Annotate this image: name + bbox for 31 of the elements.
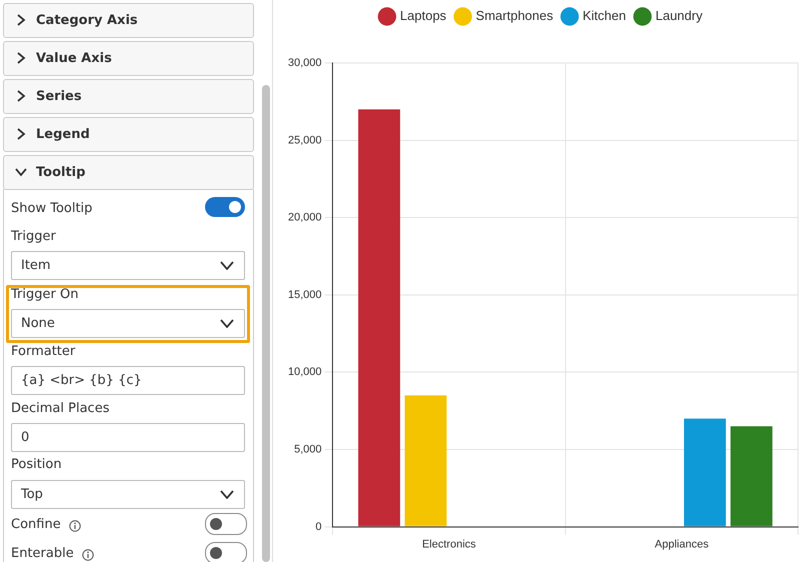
y-tick-label: 15,000 (288, 288, 322, 301)
text: Tooltip (36, 164, 86, 182)
y-tick-label: 30,000 (288, 57, 322, 70)
y-tick-label: 25,000 (288, 134, 322, 146)
text: Top (21, 486, 43, 504)
y-tick-label: 20,000 (288, 212, 322, 224)
x-tick-label: Appliances (654, 538, 710, 550)
text: Category Axis (36, 12, 138, 30)
legend-label: Kitchen (582, 8, 626, 24)
y-tick-label: 5,000 (294, 444, 322, 456)
y-tick-label: 0 (316, 520, 322, 533)
y-tick-label: 10,000 (288, 366, 322, 378)
legend-label: Laptops (400, 8, 447, 24)
x-tick-label: Electronics (422, 538, 476, 550)
text: Legend (36, 126, 90, 144)
text: Item (21, 257, 51, 275)
text: Trigger On (11, 287, 78, 302)
text: Position (11, 457, 62, 472)
text: Trigger (11, 229, 56, 244)
text: Show Tooltip (11, 201, 92, 216)
legend-label: Smartphones (476, 8, 554, 24)
text: Series (36, 88, 82, 106)
text: 0 (21, 429, 30, 447)
text: None (21, 315, 55, 333)
text: Formatter (11, 344, 76, 359)
text: Value Axis (36, 50, 112, 68)
legend-label: Laundry (655, 8, 703, 24)
text: Decimal Places (11, 401, 110, 416)
text: Confine (11, 517, 61, 532)
text: Enterable (11, 546, 74, 561)
text: {a} <br> {b} {c} (21, 372, 142, 390)
